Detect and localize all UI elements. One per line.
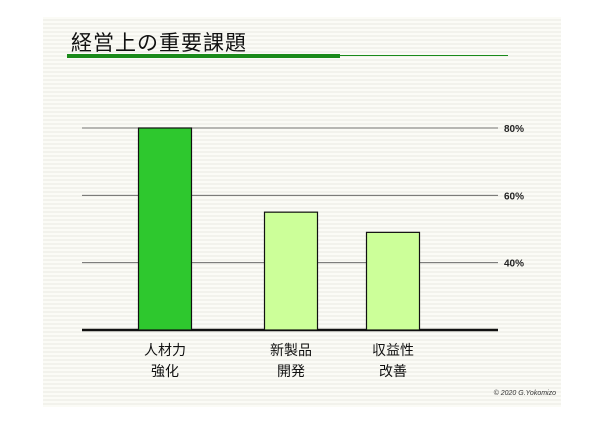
- bar-1: [137, 127, 193, 331]
- title-underline-thick: [67, 54, 340, 58]
- title-underline-thin: [340, 55, 508, 56]
- x-category-label: 強化: [151, 364, 179, 380]
- y-tick-label: 80%: [504, 124, 524, 135]
- y-tick-label: 40%: [504, 259, 524, 270]
- x-category-label: 改善: [379, 364, 407, 380]
- slide-title: 経営上の重要課題: [71, 31, 247, 55]
- x-category-label: 開発: [277, 364, 305, 380]
- copyright-notice: © 2020 G.Yokomizo: [493, 390, 556, 397]
- y-tick-label: 60%: [504, 191, 524, 202]
- bar-2: [263, 211, 319, 331]
- x-category-label: 人材力: [144, 343, 186, 359]
- x-category-label: 新製品: [270, 343, 312, 359]
- bar-layer: [137, 127, 421, 331]
- bar-3: [365, 231, 421, 331]
- x-category-label: 収益性: [372, 343, 414, 359]
